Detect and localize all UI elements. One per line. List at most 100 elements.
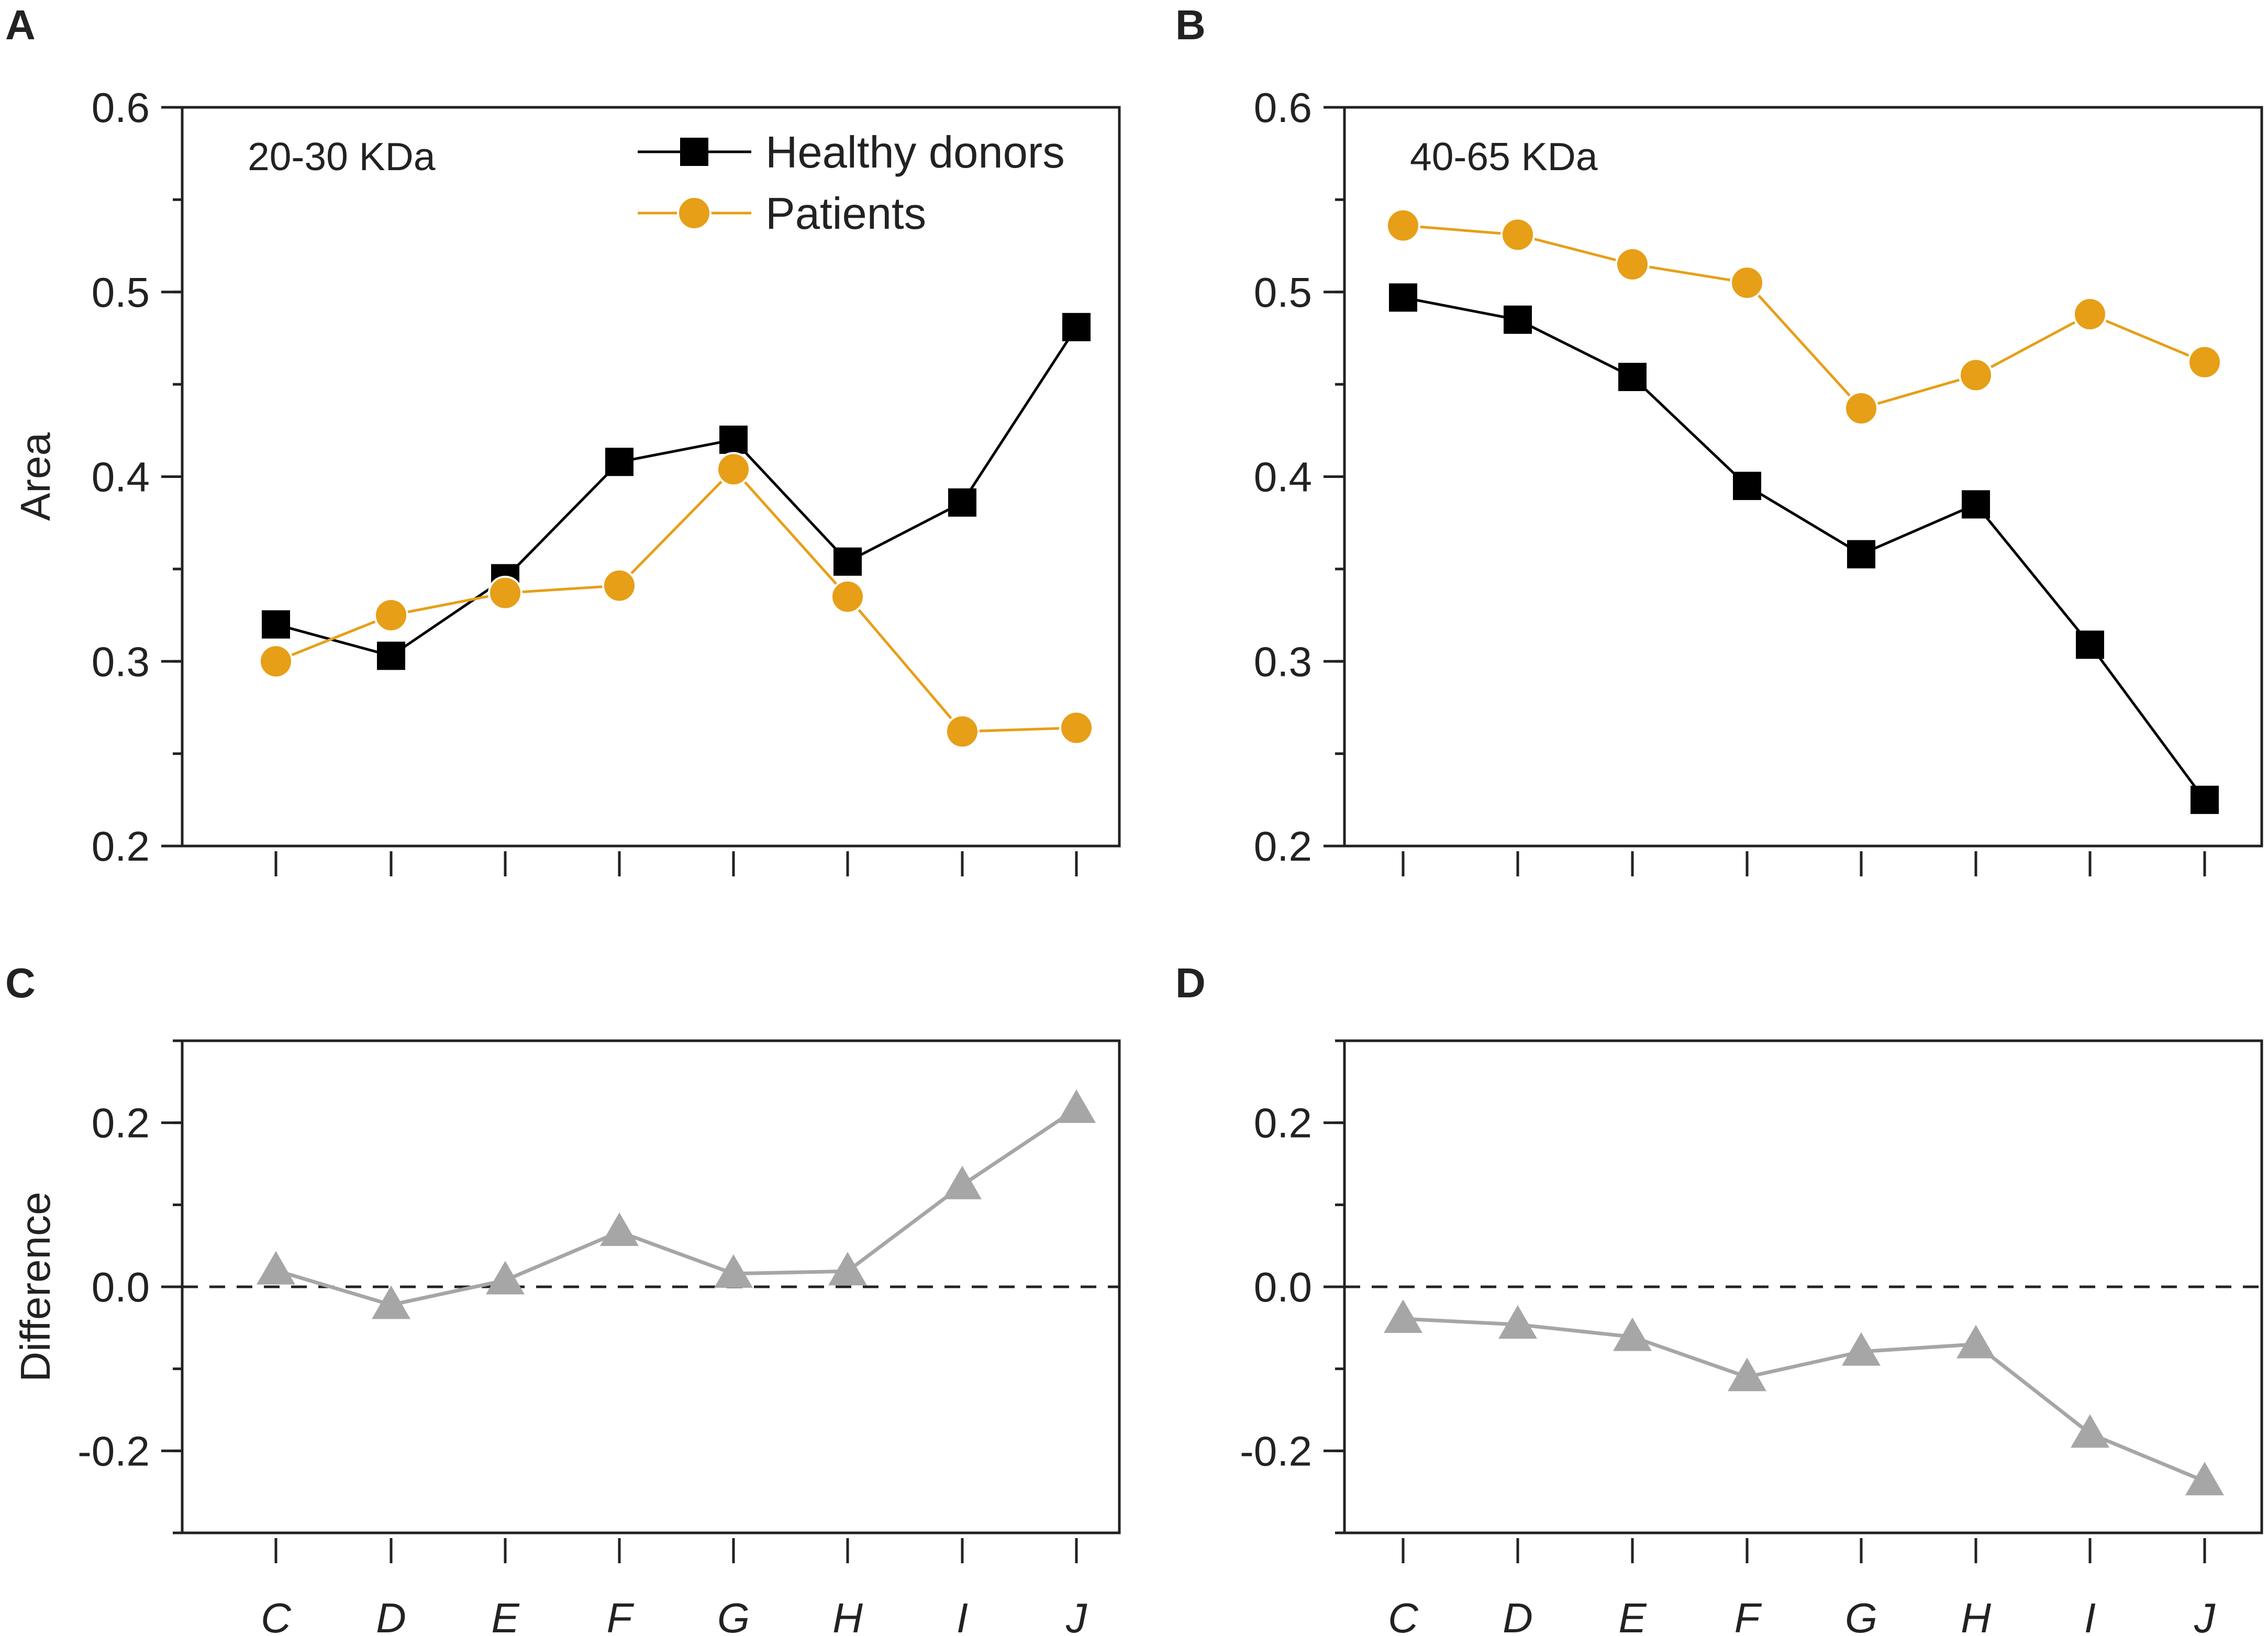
series-healthy-donors — [262, 313, 1091, 670]
data-point-square — [1504, 305, 1532, 334]
series-line — [275, 1107, 1077, 1307]
panel-annotation: 40-65 KDa — [1410, 135, 1598, 179]
data-point-square — [1389, 283, 1417, 312]
series-difference — [257, 1089, 1096, 1319]
data-point-circle — [1500, 217, 1535, 252]
y-tick-label: 0.3 — [1254, 638, 1312, 685]
x-tick-label: G — [1845, 1595, 1877, 1636]
panel-D: D -0.2 0.0 0.2 C D E F G H I J — [1175, 960, 2263, 1636]
y-tick-label: -0.2 — [77, 1428, 150, 1474]
data-point-square — [377, 641, 405, 670]
y-tick-label: 0.0 — [1254, 1264, 1312, 1310]
panel-B: B 0.2 0.3 0.4 0.5 0.6 40-65 KDa — [1175, 2, 2263, 876]
data-point-square — [719, 425, 748, 454]
data-point-triangle — [1057, 1089, 1096, 1123]
data-point-triangle — [1613, 1317, 1652, 1351]
y-tick-label: 0.2 — [92, 1100, 150, 1147]
data-point-circle — [1059, 710, 1094, 745]
series-line — [1403, 1317, 2206, 1483]
data-point-triangle — [1956, 1325, 1995, 1359]
x-tick-label: I — [957, 1595, 968, 1636]
data-point-square — [2191, 785, 2219, 814]
series-difference — [1384, 1299, 2224, 1496]
plot-frame — [1343, 106, 2263, 848]
panel-letter: B — [1175, 2, 1206, 48]
x-tick-label: C — [261, 1595, 292, 1636]
data-point-square — [2076, 630, 2104, 659]
data-point-square — [262, 610, 290, 639]
data-point-circle — [1959, 358, 1993, 393]
series-healthy-donors — [1389, 283, 2219, 814]
panel-A: A 0.2 0.3 0.4 0.5 0.6 Area 20-30 KDa Healthy don… — [5, 2, 1121, 876]
data-point-triangle — [1498, 1305, 1537, 1339]
panel-annotation: 20-30 KDa — [248, 135, 436, 179]
y-tick-label: 0.5 — [1254, 269, 1312, 316]
panel-letter: C — [5, 960, 36, 1006]
data-point-square — [833, 547, 862, 576]
x-tick-label: J — [2194, 1595, 2216, 1636]
y-tick-label: 0.0 — [92, 1264, 150, 1310]
y-tick-label: 0.2 — [1254, 823, 1312, 870]
data-point-square — [1733, 472, 1761, 500]
x-tick-label: C — [1388, 1595, 1419, 1636]
y-tick-label: 0.6 — [92, 84, 150, 131]
data-point-triangle — [2071, 1414, 2109, 1448]
y-tick-label: -0.2 — [1240, 1428, 1312, 1474]
legend-marker-circle — [677, 196, 711, 230]
x-tick-label: J — [1065, 1595, 1087, 1636]
y-axis-title: Difference — [12, 1192, 59, 1382]
y-tick-label: 0.6 — [1254, 84, 1312, 131]
x-tick-label: H — [1961, 1595, 1991, 1636]
data-point-square — [1847, 540, 1875, 569]
y-tick-label: 0.2 — [92, 823, 150, 870]
data-point-triangle — [1384, 1299, 1422, 1333]
legend-label: Patients — [765, 189, 926, 239]
data-point-triangle — [257, 1251, 295, 1285]
x-tick-label: E — [491, 1595, 520, 1636]
data-point-triangle — [828, 1252, 867, 1286]
data-point-circle — [1844, 391, 1878, 426]
x-tick-label: G — [717, 1595, 750, 1636]
x-tick-label: F — [1735, 1595, 1762, 1636]
panel-letter: D — [1175, 960, 1206, 1006]
data-point-circle — [374, 598, 408, 633]
data-point-circle — [488, 575, 522, 610]
data-point-square — [1062, 313, 1091, 341]
series-line — [275, 326, 1078, 658]
y-axis-title: Area — [12, 432, 59, 521]
y-tick-label: 0.5 — [92, 269, 150, 316]
data-point-triangle — [714, 1254, 753, 1288]
data-point-square — [605, 448, 633, 476]
series-line — [275, 467, 1077, 733]
data-point-circle — [830, 579, 865, 614]
legend: Healthy donors Patients — [638, 128, 1065, 239]
data-point-circle — [2073, 297, 2107, 332]
data-point-circle — [2187, 344, 2222, 380]
data-point-triangle — [486, 1261, 525, 1295]
data-point-circle — [945, 714, 980, 749]
x-tick-label: D — [1503, 1595, 1533, 1636]
data-point-square — [948, 488, 976, 517]
data-point-triangle — [943, 1165, 982, 1199]
panel-letter: A — [5, 2, 36, 48]
x-tick-label: I — [2084, 1595, 2096, 1636]
legend-label: Healthy donors — [765, 128, 1065, 177]
data-point-circle — [1730, 265, 1764, 301]
series-line — [1403, 296, 2206, 801]
series-line — [1403, 224, 2205, 410]
series-patients — [259, 452, 1094, 749]
panel-C: C -0.2 0.0 0.2 C D E F G H I J Difference — [5, 960, 1121, 1636]
x-tick-label: H — [832, 1595, 863, 1636]
data-point-triangle — [600, 1212, 639, 1247]
data-point-circle — [259, 644, 293, 679]
data-point-square — [1962, 490, 1990, 519]
y-tick-label: 0.4 — [1254, 454, 1312, 500]
x-tick-label: D — [376, 1595, 406, 1636]
y-tick-label: 0.3 — [92, 638, 150, 685]
x-tick-label: F — [607, 1595, 635, 1636]
data-point-circle — [1386, 208, 1420, 243]
data-point-triangle — [2185, 1462, 2224, 1496]
legend-marker-square — [680, 138, 708, 166]
y-tick-label: 0.2 — [1254, 1100, 1312, 1147]
